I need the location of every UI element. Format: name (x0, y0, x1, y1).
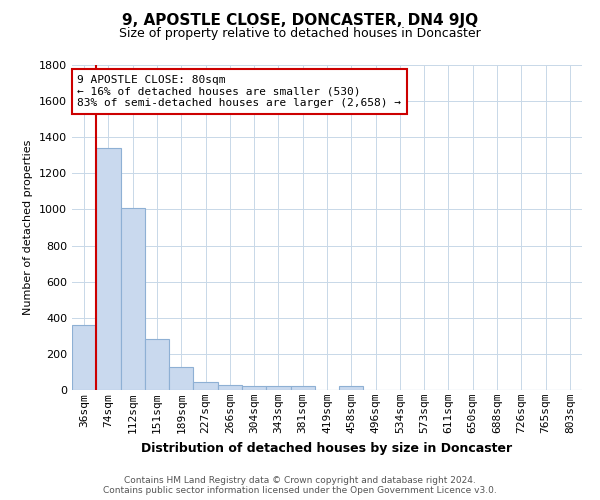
Bar (145, 338, 169, 390)
Y-axis label: Number of detached properties: Number of detached properties (23, 140, 34, 315)
Text: Size of property relative to detached houses in Doncaster: Size of property relative to detached ho… (119, 28, 481, 40)
Bar (218, 384, 242, 390)
Bar (193, 382, 218, 390)
Bar (266, 386, 290, 390)
Bar (339, 386, 364, 390)
Text: Contains HM Land Registry data © Crown copyright and database right 2024.: Contains HM Land Registry data © Crown c… (124, 476, 476, 485)
X-axis label: Distribution of detached houses by size in Doncaster: Distribution of detached houses by size … (142, 442, 512, 454)
Bar (72, 325, 96, 390)
Bar (169, 366, 193, 390)
Text: 9 APOSTLE CLOSE: 80sqm
← 16% of detached houses are smaller (530)
83% of semi-de: 9 APOSTLE CLOSE: 80sqm ← 16% of detached… (77, 74, 401, 108)
Text: Contains public sector information licensed under the Open Government Licence v3: Contains public sector information licen… (103, 486, 497, 495)
Bar (121, 208, 145, 390)
Bar (290, 386, 315, 390)
Bar (242, 386, 266, 390)
Bar (96, 148, 121, 390)
Text: 9, APOSTLE CLOSE, DONCASTER, DN4 9JQ: 9, APOSTLE CLOSE, DONCASTER, DN4 9JQ (122, 12, 478, 28)
